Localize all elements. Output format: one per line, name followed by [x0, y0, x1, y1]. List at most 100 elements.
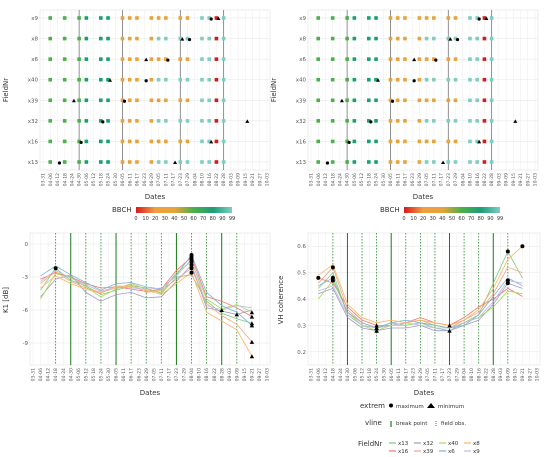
bbch-square	[432, 98, 436, 103]
bbch-square	[489, 77, 494, 82]
bbch-square	[475, 36, 479, 41]
colorbar-tick: 0	[134, 216, 137, 222]
bbch-square	[446, 119, 451, 123]
x-tick-label: 06-05	[120, 173, 126, 186]
bbch-square	[345, 36, 349, 41]
bbch-square	[395, 139, 400, 144]
bbch-square	[164, 57, 168, 61]
x-tick-label: 08-28	[221, 173, 227, 186]
bbch-square	[135, 139, 139, 144]
bbch-square	[135, 36, 139, 41]
bbch-square	[395, 160, 400, 164]
bbch-square	[395, 57, 400, 61]
x-tick-label: 04-12	[55, 173, 61, 186]
points	[48, 16, 250, 165]
bbch-square	[446, 77, 451, 82]
bbch-square	[316, 36, 321, 41]
bbch-square	[446, 160, 451, 164]
maximum-marker	[520, 244, 525, 249]
bbch-square	[164, 160, 168, 164]
x-tick-label: 06-11	[127, 173, 133, 186]
x-tick-label: 05-18	[366, 173, 372, 186]
maximum-marker	[189, 266, 194, 271]
x-tick-label: 07-11	[431, 173, 437, 186]
x-tick-label: 04-06	[48, 173, 54, 186]
bbch-square	[403, 139, 407, 144]
bbch-square	[345, 139, 349, 144]
plot-area	[29, 232, 271, 366]
colorbar-tick: 90	[487, 216, 493, 222]
x-tick-label: 07-17	[166, 368, 172, 381]
bbch-square	[367, 98, 371, 103]
bbch-square	[221, 16, 226, 20]
minimum-marker	[249, 321, 255, 326]
bbch-square	[77, 139, 81, 144]
x-tick-label: 07-05	[156, 173, 162, 186]
bbch-square	[489, 160, 494, 164]
legend-fieldnr: FieldNr x13 x16 x32 x39 x40 x6 x8 x9	[358, 440, 480, 455]
bbch-square	[424, 160, 429, 164]
legend-item-x32: x32	[423, 441, 433, 447]
bbch-square	[106, 77, 110, 82]
x-tick-label: 09-27	[257, 368, 263, 381]
colorbar-tick: 60	[458, 216, 464, 222]
minimum-marker	[108, 78, 113, 82]
bbch-square	[316, 119, 321, 123]
bbch-square	[214, 36, 219, 41]
bbch-square	[178, 36, 183, 41]
bbch-square	[417, 16, 422, 20]
series-line-x39	[40, 267, 253, 343]
bbch-square	[352, 16, 357, 20]
bbch-square	[207, 77, 211, 82]
bbch-square	[120, 16, 125, 20]
bbch-square	[207, 57, 211, 61]
bbch-square	[468, 160, 472, 164]
bbch-square	[453, 119, 458, 123]
bbch-square	[475, 16, 479, 20]
bbch-square	[432, 77, 436, 82]
bbch-square	[84, 98, 89, 103]
bbch-square	[395, 16, 400, 20]
bbch-square	[127, 36, 132, 41]
x-tick-label: 07-23	[174, 368, 180, 381]
bbch-square	[185, 98, 190, 103]
bbch-square	[84, 36, 89, 41]
bbch-square	[62, 36, 67, 41]
maximum-marker	[189, 270, 194, 275]
x-tick-label: 07-17	[439, 173, 445, 186]
series-line-x8	[318, 245, 523, 326]
x-tick-label: 05-24	[374, 368, 380, 381]
bbch-square	[77, 77, 81, 82]
maximum-marker	[325, 161, 330, 165]
x-tick-label: 06-29	[418, 368, 424, 381]
bbch-square	[482, 139, 487, 144]
colorbar-title: BBCH	[380, 206, 400, 214]
minimum-marker	[513, 119, 518, 123]
maximum-marker	[330, 275, 335, 280]
legend-item-minimum: minimum	[438, 404, 464, 410]
maximum-marker	[455, 37, 460, 42]
x-tick-label: 04-18	[53, 368, 59, 381]
x-tick-label: 06-11	[395, 173, 401, 186]
colorbar-tick: 70	[200, 216, 206, 222]
x-tick-label: 09-27	[525, 173, 531, 186]
x-tick-label: 06-11	[121, 368, 127, 381]
bbch-square	[200, 119, 204, 123]
bbch-square	[127, 77, 132, 82]
bbch-square	[200, 160, 204, 164]
minimum-marker	[173, 160, 178, 164]
y-tick-label: -6	[23, 308, 29, 314]
bbch-square	[352, 160, 357, 164]
bbch-square	[214, 57, 219, 61]
bbch-square	[482, 160, 487, 164]
bbch-square	[84, 160, 89, 164]
x-tick-label: 06-17	[135, 173, 141, 186]
bbch-square	[149, 77, 154, 82]
bbch-square	[374, 77, 378, 82]
y-axis-label: K1 [dB]	[2, 287, 10, 313]
x-tick-label: 08-04	[189, 368, 195, 381]
minimum-marker	[216, 16, 221, 20]
bbch-square	[185, 36, 190, 41]
bbch-square	[374, 98, 378, 103]
x-tick-label: 07-17	[171, 173, 177, 186]
